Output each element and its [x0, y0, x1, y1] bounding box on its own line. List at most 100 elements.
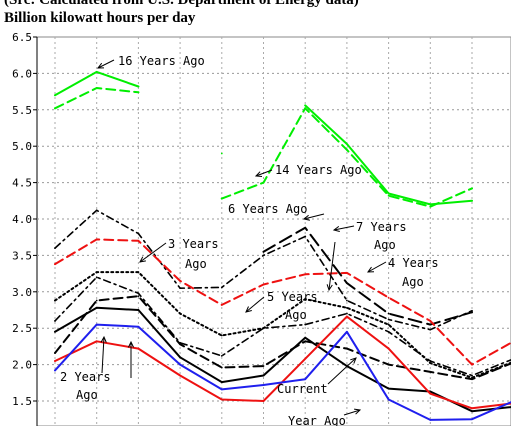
data-point — [262, 250, 265, 253]
series-group — [54, 70, 511, 421]
y-tick-label: 2.0 — [12, 359, 32, 372]
data-point — [54, 247, 56, 250]
data-point — [220, 304, 223, 306]
data-point — [95, 87, 98, 89]
data-point — [137, 292, 140, 295]
data-point — [220, 286, 223, 289]
data-point — [346, 148, 348, 151]
series-path — [304, 104, 473, 206]
data-point — [471, 410, 473, 413]
y-tick-label: 6.0 — [12, 67, 32, 80]
y-tick-label: 4.0 — [12, 213, 32, 226]
data-point — [387, 192, 390, 195]
data-point — [304, 273, 307, 276]
chart-header: (Src: Calculated from U.S. Department of… — [4, 0, 504, 27]
data-point — [137, 325, 140, 328]
series-line-8 — [54, 306, 511, 413]
data-point — [220, 152, 223, 155]
series-path — [262, 226, 473, 326]
data-point — [54, 320, 56, 322]
annotation-label: 6 Years Ago — [228, 202, 307, 216]
data-point — [179, 279, 182, 282]
annotation-label: Ago — [76, 388, 98, 402]
y-tick-label: 5.5 — [12, 104, 32, 117]
data-point — [262, 327, 265, 330]
data-point — [95, 323, 98, 326]
data-point — [429, 392, 432, 395]
annotation-arrow — [328, 241, 336, 291]
annotation-arrow — [343, 409, 361, 416]
data-point — [137, 239, 140, 242]
annotation-arrowhead — [302, 214, 310, 221]
data-point — [54, 360, 56, 362]
annotation-label: 4 Years — [388, 256, 439, 270]
data-point — [220, 381, 223, 383]
data-point — [54, 299, 56, 302]
annotation-label: 7 Years — [356, 220, 407, 234]
data-point — [387, 363, 390, 366]
data-point — [137, 232, 140, 235]
data-point — [429, 203, 432, 206]
data-point — [304, 104, 307, 107]
annotation-label: Ago — [185, 257, 207, 271]
annotation-label: 3 Years — [168, 237, 219, 251]
y-axis-label: Billion kilowatt hours per day — [4, 10, 196, 26]
data-point — [471, 418, 473, 421]
data-point — [179, 343, 182, 346]
annotation-label: 5 Years — [267, 290, 318, 304]
annotation-arrowhead — [245, 306, 252, 313]
data-point — [346, 271, 348, 274]
data-point — [220, 197, 223, 200]
data-point — [179, 356, 182, 359]
series-path — [54, 306, 511, 413]
annotation-label: 2 Years — [60, 370, 111, 384]
data-point — [429, 205, 432, 208]
annotation-arrowhead — [326, 284, 333, 292]
data-point — [471, 407, 473, 410]
data-point — [54, 330, 56, 333]
data-point — [137, 91, 140, 94]
data-point — [471, 187, 473, 190]
y-axis: 6.5 6.0 5.5 5.0 4.5 4.0 3.5 3.0 2.5 2.0 1.5 — [12, 31, 32, 408]
data-point — [137, 309, 140, 311]
data-point — [95, 209, 98, 212]
annotation-arrow — [327, 357, 357, 385]
data-point — [54, 94, 56, 97]
data-point — [387, 330, 390, 333]
data-point — [304, 323, 307, 326]
annotation-arrowhead — [332, 225, 340, 232]
data-point — [95, 238, 98, 241]
data-point — [304, 336, 307, 339]
data-point — [262, 283, 265, 286]
annotation-arrow — [101, 336, 105, 374]
annotation-arrowhead — [100, 335, 107, 343]
annotation-label: 16 Years Ago — [118, 54, 205, 68]
data-point — [304, 378, 307, 381]
data-point — [137, 295, 140, 298]
data-point — [220, 354, 223, 357]
data-point — [262, 254, 265, 257]
series-path — [54, 238, 511, 366]
data-point — [346, 306, 348, 309]
data-point — [346, 312, 348, 315]
data-point — [54, 352, 56, 354]
y-tick-label: 3.0 — [12, 286, 32, 299]
data-point — [95, 299, 98, 302]
annotation-label: Ago — [285, 308, 307, 322]
y-tick-label: 1.5 — [12, 395, 32, 408]
data-point — [220, 398, 223, 401]
series-line-7 — [54, 295, 511, 381]
data-point — [346, 330, 348, 333]
data-point — [387, 194, 390, 197]
data-point — [471, 311, 473, 314]
series-path — [54, 295, 511, 381]
annotation-label: 14 Years Ago — [275, 163, 362, 177]
data-point — [346, 299, 348, 302]
data-point — [304, 226, 307, 229]
data-point — [429, 320, 432, 322]
series-path — [54, 276, 511, 377]
data-point — [304, 107, 307, 110]
annotation-arrow — [255, 169, 273, 177]
series-line-0 — [54, 70, 473, 206]
data-point — [220, 388, 223, 391]
